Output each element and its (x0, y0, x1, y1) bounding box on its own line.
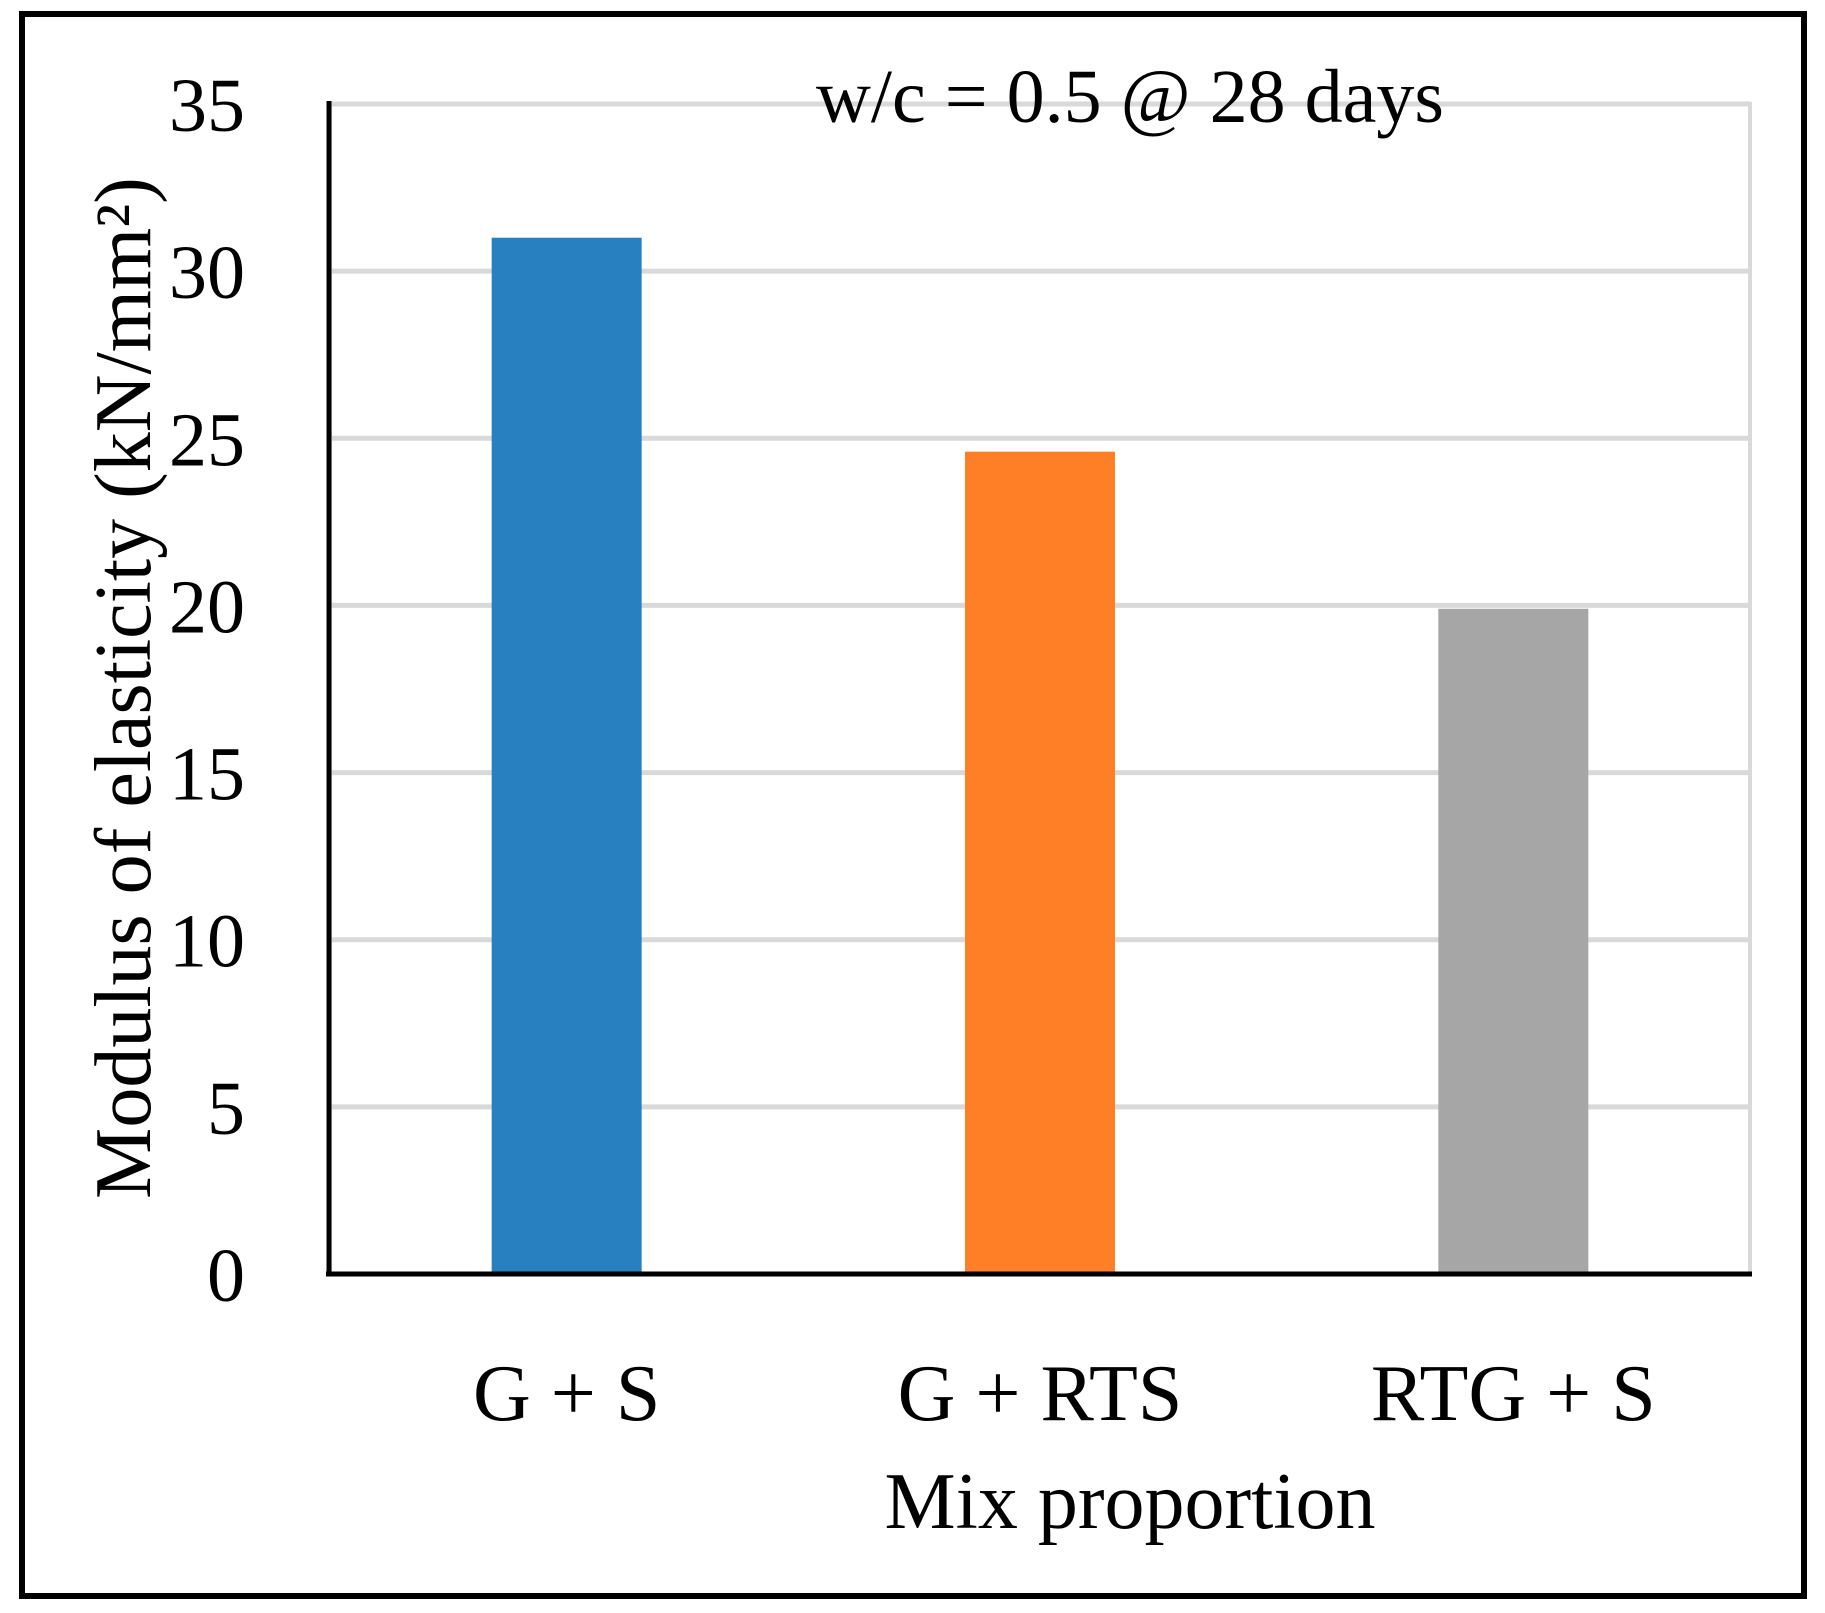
bars (491, 237, 1589, 1275)
x-category-labels: G + S G + RTS RTG + S (473, 1350, 1656, 1438)
y-tick-label: 5 (207, 1067, 245, 1151)
x-axis-label: Mix proportion (884, 1458, 1375, 1546)
y-tick-label: 0 (207, 1234, 245, 1318)
bar-2 (965, 451, 1115, 1275)
x-category-label: RTG + S (1371, 1350, 1656, 1438)
y-axis-label: Modulus of elasticity (kN/mm²) (80, 177, 168, 1199)
bar-3 (1438, 608, 1589, 1274)
bar-1 (491, 237, 642, 1275)
y-tick-label: 30 (169, 231, 245, 315)
chart-title: w/c = 0.5 @ 28 days (816, 55, 1444, 139)
y-tick-label: 15 (169, 733, 245, 817)
x-category-label: G + S (473, 1350, 660, 1438)
y-tick-label: 35 (169, 64, 245, 148)
y-tick-labels: 0 5 10 15 20 25 30 35 (169, 64, 245, 1318)
y-tick-label: 25 (169, 398, 245, 482)
y-tick-label: 10 (169, 900, 245, 984)
x-category-label: G + RTS (898, 1350, 1183, 1438)
y-tick-label: 20 (169, 565, 245, 649)
